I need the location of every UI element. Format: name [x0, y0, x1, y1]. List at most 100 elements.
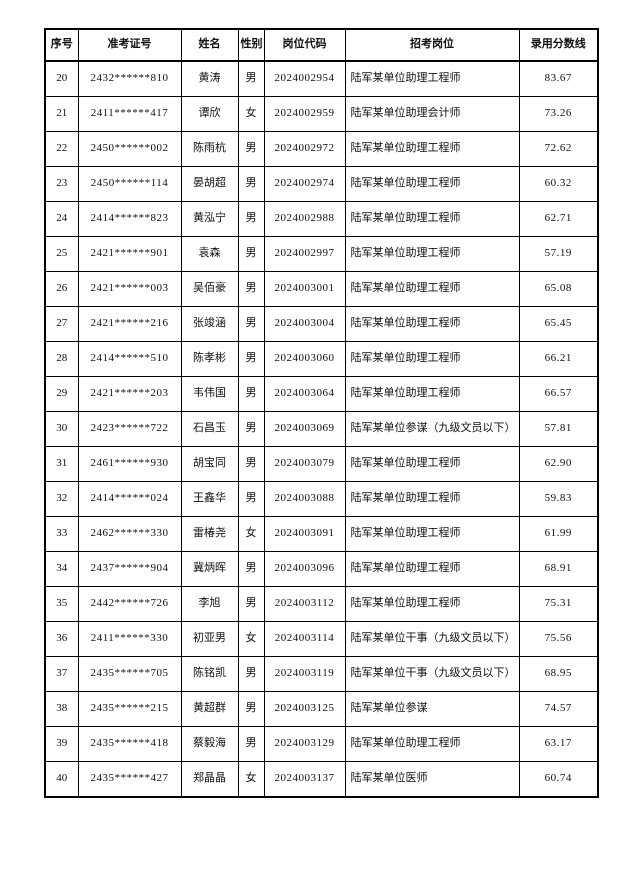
table-row: 28 2414******510 陈孝彬男 2024003060 陆军某单位助理工程师 6…: [44, 341, 599, 377]
cell-gender: 男: [237, 586, 265, 622]
cell-index: 35: [44, 586, 79, 622]
cell-index: 29: [44, 376, 79, 412]
table-row: 26 2421******003 吴佰豪男 2024003001 陆军某单位助理工程师 6…: [44, 271, 599, 307]
cell-code: 2024003114: [263, 621, 346, 657]
cell-position: 陆军某单位助理工程师: [344, 201, 520, 237]
cell-position: 陆军某单位助理工程师: [344, 271, 520, 307]
cell-position: 陆军某单位参谋（九级文员以下）: [344, 411, 520, 447]
cell-code: 2024003060: [263, 341, 346, 377]
table-row: 27 2421******216 张竣涵男 2024003004 陆军某单位助理工程师 6…: [44, 306, 599, 342]
cell-index: 23: [44, 166, 79, 202]
cell-index: 28: [44, 341, 79, 377]
cell-gender: 男: [237, 131, 265, 167]
cell-position: 陆军某单位助理工程师: [344, 306, 520, 342]
cell-name: 初亚男: [180, 621, 239, 657]
table-body: 20 2432******810 黄涛男 2024002954 陆军某单位助理工程师 83…: [44, 60, 599, 798]
cell-index: 30: [44, 411, 79, 447]
cell-gender: 女: [237, 761, 265, 798]
cell-name: 黄超群: [180, 691, 239, 727]
cell-code: 2024003091: [263, 516, 346, 552]
cell-position: 陆军某单位参谋: [344, 691, 520, 727]
cell-code: 2024003137: [263, 761, 346, 798]
cell-code: 2024003125: [263, 691, 346, 727]
cell-gender: 男: [237, 446, 265, 482]
cell-gender: 男: [237, 166, 265, 202]
cell-ticket: 2450******114: [77, 166, 182, 202]
cell-gender: 男: [237, 236, 265, 272]
table-row: 35 2442******726 李旭男 2024003112 陆军某单位助理工程师 75…: [44, 586, 599, 622]
cell-score: 73.26: [518, 96, 599, 132]
cell-code: 2024002972: [263, 131, 346, 167]
cell-score: 75.31: [518, 586, 599, 622]
cell-index: 40: [44, 761, 79, 798]
cell-score: 66.57: [518, 376, 599, 412]
cell-name: 蔡毅海: [180, 726, 239, 762]
cell-code: 2024002997: [263, 236, 346, 272]
cell-name: 袁森: [180, 236, 239, 272]
cell-ticket: 2421******216: [77, 306, 182, 342]
cell-position: 陆军某单位助理工程师: [344, 341, 520, 377]
cell-code: 2024002954: [263, 60, 346, 97]
table-row: 40 2435******427 郑晶晶女 2024003137 陆军某单位医师 60.7…: [44, 761, 599, 798]
cell-ticket: 2435******418: [77, 726, 182, 762]
cell-code: 2024003129: [263, 726, 346, 762]
cell-name: 黄涛: [180, 60, 239, 97]
cell-ticket: 2461******930: [77, 446, 182, 482]
cell-gender: 女: [237, 96, 265, 132]
cell-index: 22: [44, 131, 79, 167]
cell-ticket: 2411******417: [77, 96, 182, 132]
table-row: 30 2423******722 石昌玉男 2024003069 陆军某单位参谋（九级文…: [44, 411, 599, 447]
cell-score: 62.71: [518, 201, 599, 237]
cell-ticket: 2432******810: [77, 60, 182, 97]
cell-position: 陆军某单位助理会计师: [344, 96, 520, 132]
cell-position: 陆军某单位助理工程师: [344, 376, 520, 412]
cell-name: 谭欣: [180, 96, 239, 132]
table-row: 24 2414******823 黄泓宁男 2024002988 陆军某单位助理工程师 6…: [44, 201, 599, 237]
cell-index: 20: [44, 60, 79, 97]
table-row: 34 2437******904 冀炳晖男 2024003096 陆军某单位助理工程师 6…: [44, 551, 599, 587]
cell-gender: 男: [237, 60, 265, 97]
cell-score: 57.19: [518, 236, 599, 272]
cell-code: 2024002959: [263, 96, 346, 132]
cell-score: 72.62: [518, 131, 599, 167]
cell-position: 陆军某单位助理工程师: [344, 236, 520, 272]
table-row: 33 2462******330 雷椿尧女 2024003091 陆军某单位助理工程师 6…: [44, 516, 599, 552]
cell-position: 陆军某单位助理工程师: [344, 726, 520, 762]
cell-ticket: 2421******003: [77, 271, 182, 307]
cell-index: 36: [44, 621, 79, 657]
cell-position: 陆军某单位助理工程师: [344, 551, 520, 587]
cell-ticket: 2462******330: [77, 516, 182, 552]
cell-gender: 女: [237, 621, 265, 657]
cell-score: 63.17: [518, 726, 599, 762]
cell-score: 68.95: [518, 656, 599, 692]
cell-name: 王鑫华: [180, 481, 239, 517]
cell-code: 2024003119: [263, 656, 346, 692]
cell-index: 25: [44, 236, 79, 272]
cell-position: 陆军某单位助理工程师: [344, 516, 520, 552]
col-header-code: 岗位代码: [263, 28, 346, 62]
cell-name: 吴佰豪: [180, 271, 239, 307]
cell-name: 韦伟国: [180, 376, 239, 412]
cell-ticket: 2414******024: [77, 481, 182, 517]
cell-position: 陆军某单位助理工程师: [344, 586, 520, 622]
cell-code: 2024003096: [263, 551, 346, 587]
cell-gender: 男: [237, 306, 265, 342]
cell-name: 黄泓宁: [180, 201, 239, 237]
cell-code: 2024003069: [263, 411, 346, 447]
cell-gender: 男: [237, 341, 265, 377]
cell-index: 26: [44, 271, 79, 307]
cell-index: 32: [44, 481, 79, 517]
table-row: 29 2421******203 韦伟国男 2024003064 陆军某单位助理工程师 6…: [44, 376, 599, 412]
cell-ticket: 2423******722: [77, 411, 182, 447]
cell-ticket: 2435******215: [77, 691, 182, 727]
cell-code: 2024003112: [263, 586, 346, 622]
cell-score: 83.67: [518, 60, 599, 97]
table-row: 32 2414******024 王鑫华男 2024003088 陆军某单位助理工程师 5…: [44, 481, 599, 517]
cell-score: 61.99: [518, 516, 599, 552]
cell-position: 陆军某单位助理工程师: [344, 446, 520, 482]
table-row: 31 2461******930 胡宝同男 2024003079 陆军某单位助理工程师 6…: [44, 446, 599, 482]
cell-index: 27: [44, 306, 79, 342]
cell-code: 2024003001: [263, 271, 346, 307]
cell-code: 2024003004: [263, 306, 346, 342]
